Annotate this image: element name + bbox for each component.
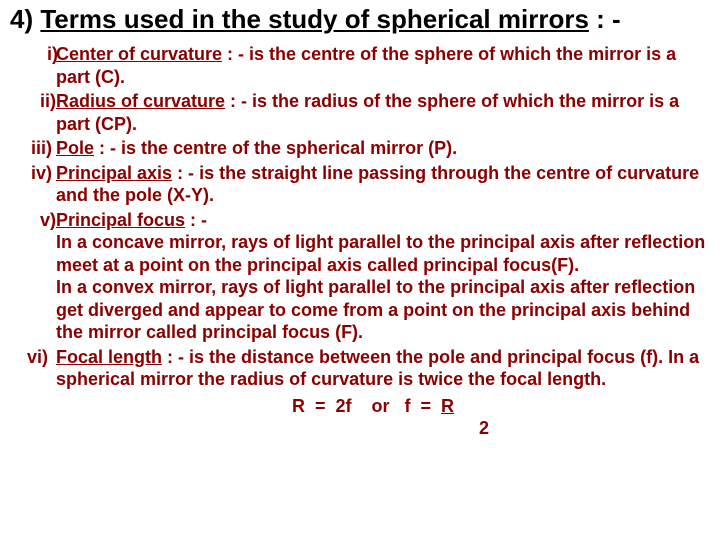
formula-line1: R = 2f or f = R bbox=[292, 395, 454, 418]
term-sep: : - bbox=[94, 138, 121, 158]
item-number: ii) bbox=[26, 90, 56, 113]
list-item: v) Principal focus : - In a concave mirr… bbox=[56, 209, 710, 344]
term-name: Pole bbox=[56, 138, 94, 158]
list-item: iv) Principal axis : - is the straight l… bbox=[56, 162, 710, 207]
page-content: 4) Terms used in the study of spherical … bbox=[0, 0, 720, 452]
item-number: i) bbox=[28, 43, 58, 66]
definition-list: i) Center of curvature : - is the centre… bbox=[10, 43, 710, 440]
term-sep: : - bbox=[185, 210, 207, 230]
item-number: v) bbox=[26, 209, 56, 232]
item-number: iii) bbox=[22, 137, 52, 160]
term-name: Radius of curvature bbox=[56, 91, 225, 111]
term-name: Focal length bbox=[56, 347, 162, 367]
term-sep: : - bbox=[222, 44, 249, 64]
heading-number: 4) bbox=[10, 4, 33, 34]
term-name: Center of curvature bbox=[56, 44, 222, 64]
list-item: i) Center of curvature : - is the centre… bbox=[56, 43, 710, 88]
heading-suffix: : - bbox=[589, 4, 621, 34]
list-item: vi) Focal length : - is the distance bet… bbox=[56, 346, 710, 391]
list-item: ii) Radius of curvature : - is the radiu… bbox=[56, 90, 710, 135]
term-extra-line: In a convex mirror, rays of light parall… bbox=[56, 276, 710, 344]
term-sep: : - bbox=[225, 91, 252, 111]
section-heading: 4) Terms used in the study of spherical … bbox=[10, 4, 710, 35]
term-sep: : - bbox=[172, 163, 199, 183]
term-name: Principal focus bbox=[56, 210, 185, 230]
term-extra-line: In a concave mirror, rays of light paral… bbox=[56, 231, 710, 276]
list-item: iii) Pole : - is the centre of the spher… bbox=[56, 137, 710, 160]
heading-title: Terms used in the study of spherical mir… bbox=[40, 4, 589, 34]
fraction-bottom: 2 bbox=[36, 417, 710, 440]
term-name: Principal axis bbox=[56, 163, 172, 183]
term-definition: is the centre of the spherical mirror (P… bbox=[121, 138, 457, 158]
formula-block: R = 2f or f = R 2 bbox=[36, 395, 710, 440]
term-sep: : - bbox=[162, 347, 189, 367]
item-number: vi) bbox=[18, 346, 48, 369]
item-number: iv) bbox=[22, 162, 52, 185]
fraction-top: R bbox=[441, 396, 454, 416]
